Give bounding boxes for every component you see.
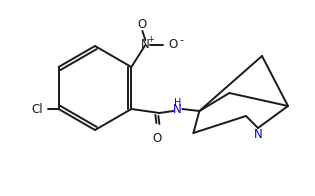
- Text: Cl: Cl: [32, 103, 43, 115]
- Text: O: O: [153, 132, 162, 144]
- Text: O: O: [138, 17, 147, 31]
- Text: O: O: [169, 37, 178, 51]
- Text: N: N: [141, 37, 150, 51]
- Text: +: +: [147, 34, 154, 44]
- Text: N: N: [173, 103, 182, 115]
- Text: -: -: [179, 35, 183, 45]
- Text: H: H: [174, 98, 181, 108]
- Text: N: N: [254, 129, 262, 142]
